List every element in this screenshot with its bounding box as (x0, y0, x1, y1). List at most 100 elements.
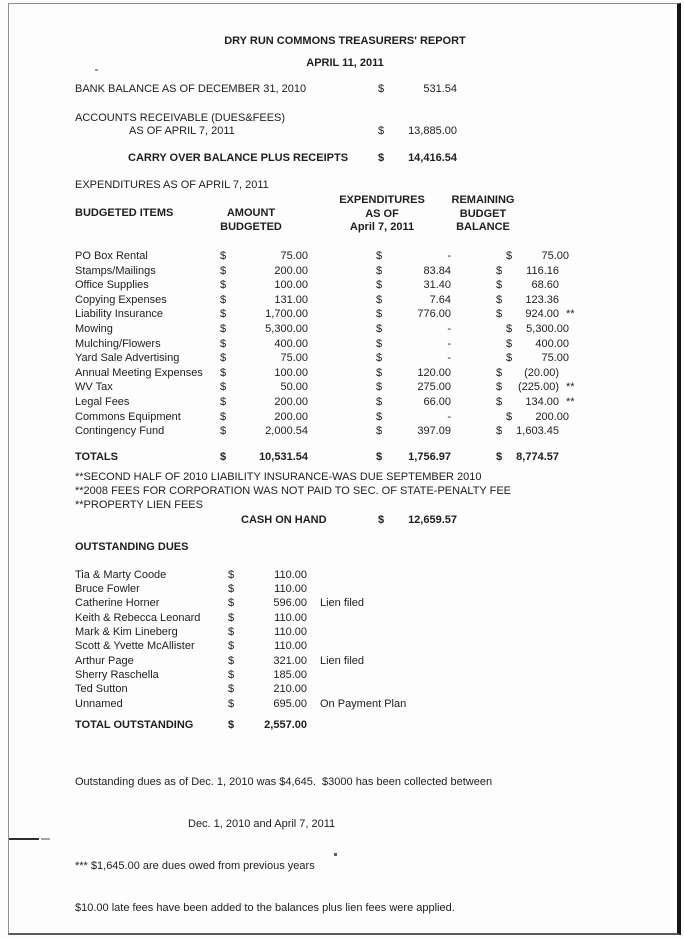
currency-symbol: $ (376, 308, 383, 321)
bank-balance-row: BANK BALANCE AS OF DECEMBER 31, 2010 $ 5… (75, 83, 615, 96)
closing-note-line: Dec. 1, 2010 and April 7, 2011 (188, 818, 336, 831)
amount-spent: 7.64 (429, 293, 451, 306)
currency-symbol: $ (228, 669, 235, 682)
dues-amount: 695.00 (273, 697, 307, 710)
footnote-marker: ** (566, 381, 575, 394)
item-label: Office Supplies (75, 279, 149, 292)
amount-remaining: 134.00 (525, 395, 559, 408)
cash-on-hand-label: CASH ON HAND (241, 513, 327, 526)
currency-symbol: $ (228, 683, 235, 696)
accounts-receivable-block: ACCOUNTS RECEIVABLE (DUES&FEES) AS OF AP… (75, 112, 615, 138)
item-label: WV Tax (75, 381, 113, 394)
report-body: DRY RUN COMMONS TREASURERS' REPORT APRIL… (75, 35, 615, 939)
currency-symbol: $ (220, 308, 227, 321)
amount-spent: 31.40 (423, 279, 451, 292)
currency-symbol: $ (220, 250, 227, 262)
currency-symbol: $ (228, 611, 235, 624)
currency-symbol: $ (376, 366, 383, 379)
member-name: Mark & Kim Lineberg (75, 626, 178, 639)
cash-on-hand-row: CASH ON HAND $ 12,659.57 (75, 514, 615, 527)
amount-budgeted: 2,000.54 (265, 425, 308, 438)
amount-spent: - (447, 352, 451, 365)
expenditure-row: Liability Insurance $1,700.00 $776.00 $924.… (75, 307, 615, 322)
amount-spent: - (447, 322, 451, 335)
dues-row: Sherry Raschella $185.00 (75, 668, 615, 682)
amount-budgeted: 75.00 (280, 250, 308, 262)
dues-note (307, 611, 320, 625)
totals-label: TOTALS (75, 450, 118, 463)
carry-over-amount: 14,416.54 (408, 152, 457, 164)
amount-budgeted: 50.00 (280, 381, 308, 394)
item-label: Liability Insurance (75, 308, 164, 321)
dues-row: Bruce Fowler $110.00 (75, 582, 615, 596)
item-label: Stamps/Mailings (75, 264, 156, 277)
footnote-marker: ** (566, 395, 575, 408)
amount-remaining: 75.00 (541, 352, 569, 365)
currency-symbol: $ (376, 337, 383, 350)
amount-remaining: (225.00) (518, 381, 559, 394)
footnote-line: **SECOND HALF OF 2010 LIABILITY INSURANC… (75, 470, 482, 483)
footnotes: **SECOND HALF OF 2010 LIABILITY INSURANC… (75, 470, 615, 512)
member-name: Tia & Marty Coode (75, 568, 167, 581)
expenditures-table: PO Box Rental $75.00 $ - $75.00 Stamps/Maili… (75, 249, 615, 439)
amount-remaining: 924.00 (525, 308, 559, 321)
currency-symbol: $ (378, 83, 385, 95)
dues-amount: 110.00 (274, 611, 307, 624)
report-title: DRY RUN COMMONS TREASURERS' REPORT (224, 35, 466, 47)
bank-balance-amount: 531.54 (423, 83, 457, 95)
expenditure-row: Annual Meeting Expenses $100.00 $120.00 $ (2… (75, 366, 615, 381)
item-label: PO Box Rental (75, 250, 148, 262)
footnote-marker (559, 424, 566, 439)
item-label: Yard Sale Advertising (75, 352, 180, 365)
expenditure-row: Mulching/Flowers $400.00 $ - $400.00 (75, 337, 615, 352)
member-name: Ted Sutton (75, 683, 128, 696)
dues-amount: 185.00 (273, 669, 307, 682)
total-outstanding-amount: 2,557.00 (264, 719, 307, 732)
footnote-marker (559, 293, 566, 308)
amount-remaining: (20.00) (524, 366, 559, 379)
outstanding-dues-heading: OUTSTANDING DUES (75, 540, 189, 553)
carry-over-label: CARRY OVER BALANCE PLUS RECEIPTS (128, 152, 349, 164)
currency-symbol: $ (378, 513, 385, 526)
expenditure-row: WV Tax $50.00 $275.00 $ (225.00) ** (75, 380, 615, 395)
amount-remaining: 116.16 (526, 264, 559, 277)
expenditure-row: Yard Sale Advertising $75.00 $ - $75.00 (75, 351, 615, 366)
currency-symbol: $ (496, 450, 503, 463)
member-name: Bruce Fowler (75, 583, 140, 596)
currency-symbol: $ (376, 381, 383, 394)
currency-symbol: $ (496, 425, 503, 438)
currency-symbol: $ (496, 308, 503, 321)
amount-budgeted: 200.00 (274, 410, 308, 423)
scan-artifact-dot (95, 69, 98, 71)
currency-symbol: $ (376, 250, 383, 262)
currency-symbol: $ (220, 279, 227, 292)
item-label: Legal Fees (75, 395, 130, 408)
currency-symbol: $ (496, 264, 503, 277)
item-label: Copying Expenses (75, 293, 167, 306)
currency-symbol: $ (506, 250, 513, 262)
accounts-receivable-label: ACCOUNTS RECEIVABLE (DUES&FEES) (75, 112, 286, 124)
item-label: Contingency Fund (75, 425, 165, 438)
dues-amount: 210.00 (273, 683, 307, 696)
amount-budgeted: 131.00 (274, 293, 308, 306)
item-label: Annual Meeting Expenses (75, 366, 203, 379)
dues-note: On Payment Plan (320, 697, 407, 710)
dues-amount: 110.00 (274, 583, 307, 596)
footnote-marker (559, 366, 566, 381)
dues-amount: 110.00 (274, 568, 307, 581)
expenditures-section-label: EXPENDITURES AS OF APRIL 7, 2011 (75, 179, 269, 191)
currency-symbol: $ (228, 697, 235, 710)
currency-symbol: $ (228, 583, 235, 596)
currency-symbol: $ (220, 381, 227, 394)
footnote-marker (569, 337, 576, 352)
amount-remaining: 400.00 (535, 337, 569, 350)
dues-note (307, 682, 320, 696)
amount-spent: 397.09 (417, 425, 451, 438)
total-budgeted: 10,531.54 (259, 450, 308, 463)
currency-symbol: $ (506, 410, 513, 423)
closing-note-line: $10.00 late fees have been added to the … (75, 902, 455, 915)
footnote-line: **PROPERTY LIEN FEES (75, 498, 203, 511)
expenditures-column-headers: BUDGETED ITEMS AMOUNT BUDGETED EXPENDITU… (75, 194, 615, 249)
footnote-marker: ** (566, 308, 575, 321)
